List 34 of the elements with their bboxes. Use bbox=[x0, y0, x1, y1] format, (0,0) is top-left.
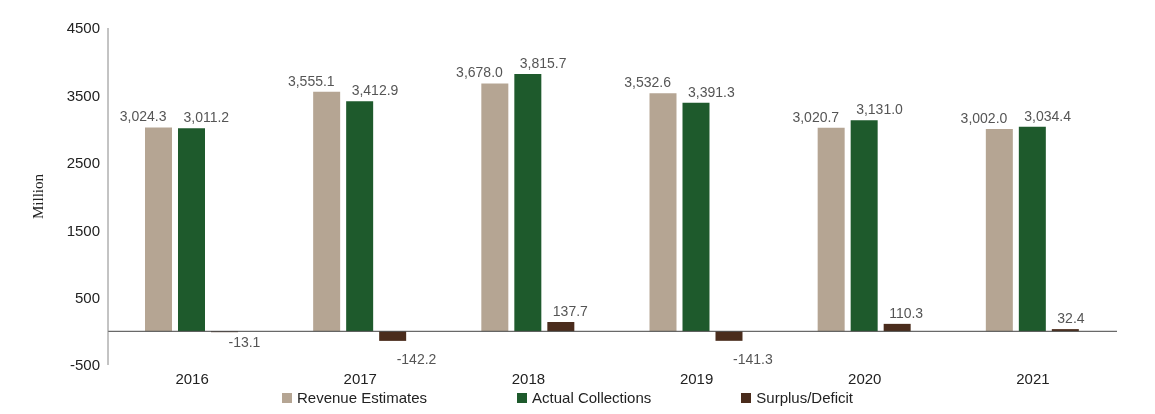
y-axis-title: Million bbox=[30, 173, 47, 220]
x-tick-label: 2018 bbox=[511, 369, 546, 387]
data-label: 3,011.2 bbox=[183, 109, 230, 126]
x-tick-label: 2016 bbox=[175, 369, 209, 387]
data-label: 3,131.0 bbox=[856, 101, 904, 118]
data-label: 3,815.7 bbox=[519, 55, 567, 72]
y-tick-label: 3500 bbox=[66, 86, 100, 104]
data-label: 3,532.6 bbox=[624, 74, 672, 91]
x-tick-label: 2019 bbox=[679, 369, 714, 387]
data-label: 3,678.0 bbox=[456, 64, 504, 81]
data-label: 3,555.1 bbox=[287, 72, 335, 89]
data-label: -13.1 bbox=[228, 334, 261, 351]
y-tick-label: 4500 bbox=[66, 19, 100, 37]
data-label: 3,412.9 bbox=[351, 82, 399, 99]
data-label: 32.4 bbox=[1057, 310, 1085, 327]
y-tick-label: 500 bbox=[74, 288, 100, 306]
y-tick-label: -500 bbox=[69, 356, 100, 374]
legend-label: Actual Collections bbox=[532, 389, 652, 406]
data-label: 3,391.3 bbox=[688, 83, 735, 100]
data-label: 3,034.4 bbox=[1024, 107, 1072, 124]
data-label: 110.3 bbox=[889, 304, 924, 321]
x-tick-label: 2017 bbox=[343, 369, 377, 387]
data-label: -142.2 bbox=[396, 351, 437, 368]
data-label: 3,024.3 bbox=[119, 108, 167, 125]
legend-label: Revenue Estimates bbox=[296, 389, 428, 406]
data-label: 3,020.7 bbox=[792, 108, 840, 125]
y-tick-label: 2500 bbox=[66, 154, 100, 172]
legend-label: Surplus/Deficit bbox=[756, 389, 853, 406]
data-label: 3,002.0 bbox=[960, 109, 1008, 126]
x-tick-label: 2021 bbox=[1016, 369, 1050, 387]
y-tick-label: 1500 bbox=[66, 221, 100, 239]
data-label: -141.3 bbox=[733, 351, 773, 368]
data-label: 137.7 bbox=[552, 303, 589, 320]
x-tick-label: 2020 bbox=[848, 369, 882, 387]
